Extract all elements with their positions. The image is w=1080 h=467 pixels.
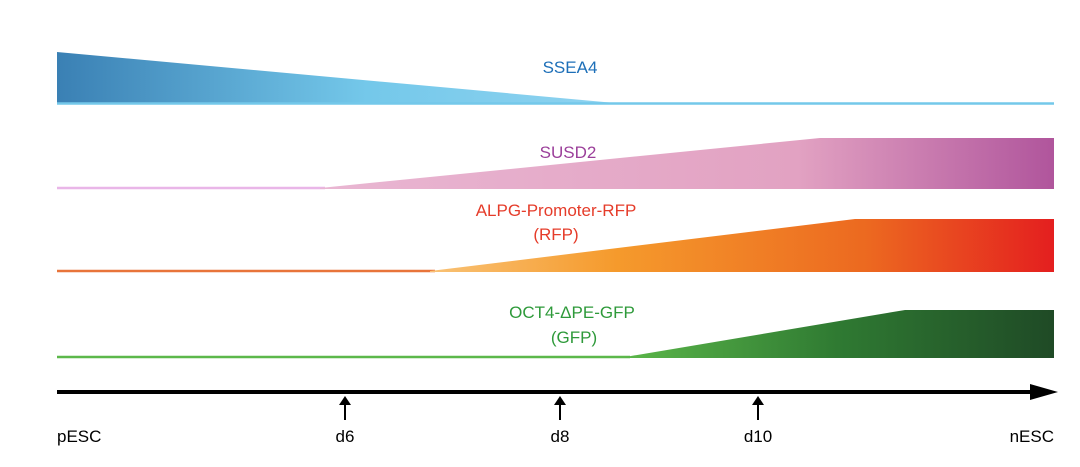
alpg-wedge	[430, 219, 1054, 272]
alpg-label-line2: (RFP)	[533, 225, 578, 244]
susd2-label: SUSD2	[540, 143, 597, 162]
timeline: pESC d6 d8 d10 nESC	[57, 384, 1058, 446]
susd2-band: SUSD2	[57, 138, 1054, 190]
ssea4-label: SSEA4	[543, 58, 598, 77]
tick-arrow-d8	[554, 396, 566, 420]
susd2-wedge	[320, 138, 1054, 189]
oct4-band: OCT4-ΔPE-GFP (GFP)	[57, 303, 1054, 359]
tick-label-d6: d6	[336, 427, 355, 446]
ssea4-band: SSEA4	[57, 52, 1054, 105]
tick-label-d8: d8	[551, 427, 570, 446]
alpg-band: ALPG-Promoter-RFP (RFP)	[57, 201, 1054, 273]
tick-arrow-d10	[752, 396, 764, 420]
alpg-label-line1: ALPG-Promoter-RFP	[476, 201, 637, 220]
oct4-label-line1: OCT4-ΔPE-GFP	[509, 303, 635, 322]
timeline-start-label: pESC	[57, 427, 101, 446]
tick-arrow-d6	[339, 396, 351, 420]
oct4-label-line2: (GFP)	[551, 328, 597, 347]
timeline-arrowhead	[1030, 384, 1058, 400]
tick-label-d10: d10	[744, 427, 772, 446]
timeline-end-label: nESC	[1010, 427, 1054, 446]
oct4-wedge	[625, 310, 1054, 358]
ssea4-wedge	[57, 52, 615, 103]
